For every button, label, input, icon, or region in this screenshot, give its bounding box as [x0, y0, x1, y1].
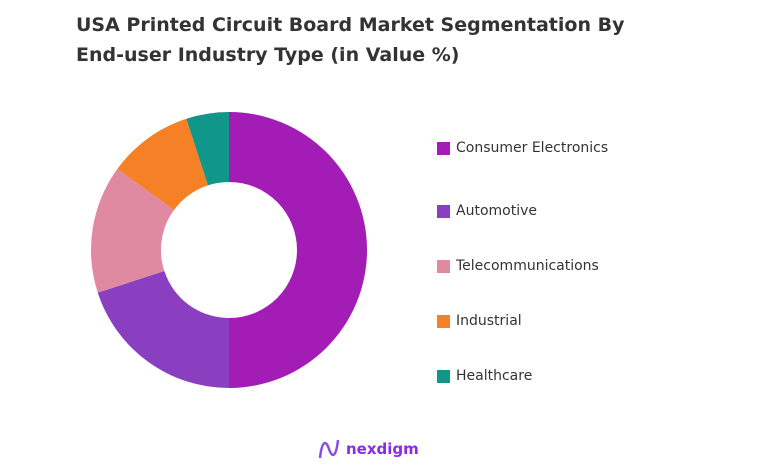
legend-item: Industrial [437, 313, 522, 329]
slice-telecommunications [91, 168, 174, 293]
legend-label: Consumer Electronics [456, 140, 609, 156]
legend-label: Healthcare [456, 368, 533, 384]
legend-item: Telecommunications [437, 258, 599, 274]
slice-automotive [97, 271, 229, 388]
legend-item: Automotive [437, 203, 537, 219]
legend-label: Telecommunications [456, 258, 599, 274]
legend-label: Industrial [456, 313, 522, 329]
legend-swatch [437, 141, 450, 155]
legend-item: Healthcare [437, 368, 532, 384]
logo-text: nexdigm [346, 440, 419, 458]
slice-healthcare [186, 112, 229, 186]
legend-item: Consumer Electronics [437, 140, 608, 156]
chart-title: USA Printed Circuit Board Market Segment… [76, 14, 625, 66]
slice-consumer-electronics [229, 112, 367, 388]
nexdigm-logo: nexdigm [318, 438, 419, 460]
legend-label: Automotive [456, 203, 537, 219]
legend-swatch [437, 314, 450, 328]
legend-swatch [437, 369, 450, 383]
slice-industrial [117, 118, 208, 211]
nexdigm-logo-icon [318, 439, 340, 459]
legend-swatch [437, 204, 450, 218]
legend-swatch [437, 259, 450, 273]
